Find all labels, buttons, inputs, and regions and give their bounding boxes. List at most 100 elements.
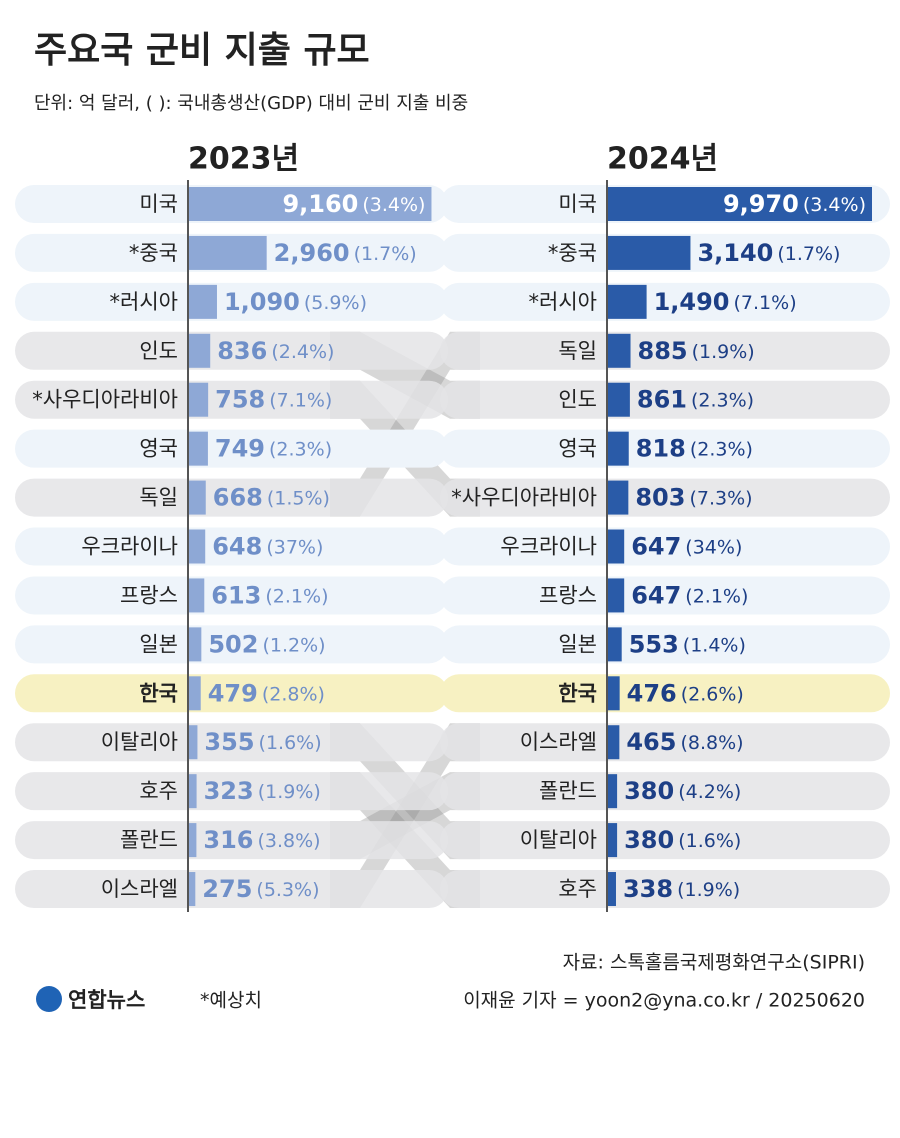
bar <box>607 235 691 270</box>
value-label: 9,970 (3.4%) <box>723 190 866 218</box>
row-background <box>440 429 890 468</box>
value-text: 9,970 <box>723 190 799 218</box>
value-label: 553 (1.4%) <box>629 630 746 658</box>
category-label: *중국 <box>548 241 597 265</box>
bar <box>607 284 647 319</box>
rank-band <box>330 723 480 909</box>
share-text: (3.4%) <box>362 194 425 216</box>
value-text: 553 <box>629 630 679 658</box>
category-label: 프랑스 <box>539 583 597 607</box>
share-text: (37%) <box>266 536 323 558</box>
bar <box>607 480 629 515</box>
value-text: 749 <box>215 435 265 463</box>
value-text: 758 <box>215 386 265 414</box>
share-text: (5.9%) <box>304 291 367 313</box>
category-label: 폴란드 <box>539 779 597 803</box>
row-background <box>440 821 890 860</box>
share-text: (1.9%) <box>692 340 755 362</box>
bar <box>607 529 625 564</box>
value-label: 647 (2.1%) <box>631 581 748 609</box>
value-label: 323 (1.9%) <box>204 777 321 805</box>
value-text: 803 <box>635 484 685 512</box>
value-text: 323 <box>204 777 254 805</box>
value-label: 355 (1.6%) <box>204 728 321 756</box>
row-background <box>15 282 448 321</box>
share-text: (2.3%) <box>690 438 753 460</box>
value-text: 1,490 <box>654 288 730 316</box>
bar <box>188 774 197 809</box>
category-label: 일본 <box>139 632 178 656</box>
value-text: 647 <box>631 533 681 561</box>
row-background <box>440 674 890 713</box>
row-background <box>440 870 890 909</box>
share-text: (2.8%) <box>262 683 325 705</box>
bar <box>188 284 217 319</box>
value-label: 836 (2.4%) <box>217 337 334 365</box>
bar <box>607 627 622 662</box>
value-text: 647 <box>631 581 681 609</box>
share-text: (3.8%) <box>258 830 321 852</box>
bar <box>188 235 267 270</box>
value-text: 502 <box>208 630 258 658</box>
value-label: 749 (2.3%) <box>215 435 332 463</box>
row-background <box>15 478 448 517</box>
value-label: 1,490 (7.1%) <box>654 288 797 316</box>
year-header: 2024년 <box>607 142 718 177</box>
bar <box>188 725 198 760</box>
bar <box>188 382 209 417</box>
category-label: 한국 <box>558 681 597 705</box>
value-text: 380 <box>624 777 674 805</box>
row-background <box>440 772 890 811</box>
row-background <box>440 576 890 615</box>
share-text: (2.1%) <box>685 585 748 607</box>
share-text: (1.6%) <box>259 732 322 754</box>
row-background <box>440 478 890 517</box>
value-label: 275 (5.3%) <box>202 875 319 903</box>
value-text: 1,090 <box>224 288 300 316</box>
value-label: 647 (34%) <box>631 533 742 561</box>
byline: 이재윤 기자 = yoon2@yna.co.kr / 20250620 <box>463 990 865 1012</box>
row-background <box>15 380 448 419</box>
value-text: 836 <box>217 337 267 365</box>
row-background <box>15 821 448 860</box>
value-text: 648 <box>212 533 262 561</box>
value-text: 885 <box>638 337 688 365</box>
rank-band <box>330 331 480 517</box>
category-label: 호주 <box>139 779 178 803</box>
row-background <box>440 723 890 762</box>
source: 자료: 스톡홀름국제평화연구소(SIPRI) <box>563 952 865 974</box>
value-label: 465 (8.8%) <box>626 728 743 756</box>
logo-text: 연합뉴스 <box>68 988 145 1012</box>
value-text: 476 <box>627 679 677 707</box>
share-text: (3.4%) <box>803 194 866 216</box>
share-text: (8.8%) <box>680 732 743 754</box>
category-label: *사우디아라비아 <box>451 486 597 510</box>
share-text: (34%) <box>685 536 742 558</box>
category-label: *러시아 <box>110 290 178 314</box>
share-text: (7.1%) <box>269 389 332 411</box>
value-label: 613 (2.1%) <box>211 581 328 609</box>
bar <box>188 431 208 466</box>
value-text: 355 <box>204 728 254 756</box>
share-text: (2.3%) <box>691 389 754 411</box>
row-background <box>15 723 448 762</box>
category-label: 이탈리아 <box>520 828 597 852</box>
value-text: 818 <box>636 435 686 463</box>
value-text: 465 <box>626 728 676 756</box>
bar <box>188 529 206 564</box>
row-background <box>15 674 448 713</box>
share-text: (5.3%) <box>256 879 319 901</box>
value-text: 380 <box>624 826 674 854</box>
bar <box>607 823 618 858</box>
bar <box>607 872 616 907</box>
bar <box>188 823 197 858</box>
subtitle: 단위: 억 달러, ( ): 국내총생산(GDP) 대비 군비 지출 비중 <box>34 93 468 114</box>
logo: 연합뉴스 <box>36 986 145 1012</box>
bar <box>188 676 201 711</box>
value-label: 885 (1.9%) <box>638 337 755 365</box>
category-label: 미국 <box>558 192 597 216</box>
value-label: 758 (7.1%) <box>215 386 332 414</box>
bar <box>188 187 432 221</box>
category-label: 이스라엘 <box>520 730 597 754</box>
share-text: (2.4%) <box>271 340 334 362</box>
